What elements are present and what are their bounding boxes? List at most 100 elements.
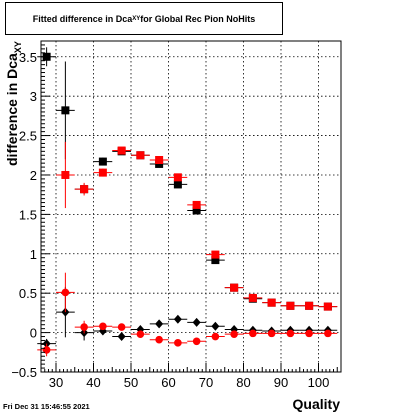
data-point <box>318 302 338 311</box>
x-tick-label: 50 <box>124 375 138 390</box>
y-tick-label: 2.5 <box>19 129 37 144</box>
data-point <box>224 283 244 292</box>
data-point <box>168 339 188 347</box>
x-axis-label: Quality <box>292 396 340 412</box>
data-marks <box>37 47 338 357</box>
data-point <box>93 168 113 177</box>
square-marker <box>155 156 164 165</box>
circle-marker <box>174 339 182 347</box>
circle-marker <box>230 330 238 338</box>
data-point <box>168 180 188 189</box>
data-point <box>299 301 319 310</box>
y-axis-label: difference in DcaXY <box>4 41 23 166</box>
diamond-marker <box>211 321 220 331</box>
circle-marker <box>324 329 332 338</box>
data-point <box>131 330 150 338</box>
y-tick-label: 0 <box>30 326 37 341</box>
x-tick-label: 70 <box>199 375 213 390</box>
circle-marker <box>136 330 145 338</box>
diamond-marker <box>155 319 164 329</box>
square-marker <box>305 301 314 310</box>
circle-marker <box>61 288 70 297</box>
chart-title: Fitted difference in Dca XY for Global Re… <box>5 2 283 35</box>
data-point <box>168 173 188 182</box>
square-marker <box>267 298 276 307</box>
square-marker <box>192 200 201 209</box>
timestamp-footer: Fri Dec 31 15:46:55 2021 <box>3 402 90 411</box>
x-tick-label: 40 <box>86 375 100 390</box>
circle-marker <box>305 329 313 338</box>
square-marker <box>61 170 70 179</box>
data-point <box>149 335 169 344</box>
y-tick-label: 1.5 <box>19 207 37 222</box>
data-point <box>56 141 75 209</box>
y-tick-label: −0.5 <box>11 365 37 380</box>
y-tick-label: 3.5 <box>19 50 37 65</box>
y-axis-label-main: difference in Dca <box>4 53 20 166</box>
data-point <box>187 200 206 209</box>
axes: 30 40 50 60 70 80 90 100 −0.5 0 0.5 1 1.5 2 2.5 3 3.5 <box>11 40 342 390</box>
square-marker <box>98 168 107 177</box>
square-marker <box>323 302 332 311</box>
x-tick-label: 60 <box>161 375 175 390</box>
y-tick-label: 1 <box>30 247 37 262</box>
data-point <box>56 272 75 313</box>
data-point <box>318 329 338 338</box>
circle-marker <box>249 329 257 338</box>
square-marker <box>211 256 220 265</box>
data-point <box>262 329 281 338</box>
data-point <box>243 329 263 338</box>
data-point <box>262 298 281 307</box>
circle-marker <box>192 337 201 346</box>
y-tick-label: 0.5 <box>19 286 37 301</box>
square-marker <box>173 173 182 182</box>
square-marker <box>192 206 201 215</box>
circle-marker <box>211 332 220 341</box>
data-point <box>206 250 225 259</box>
data-point <box>112 323 131 331</box>
square-marker <box>230 283 239 292</box>
data-point <box>74 182 94 196</box>
data-point <box>243 293 263 302</box>
data-point <box>281 301 300 310</box>
data-point <box>93 322 113 331</box>
title-prefix: Fitted difference in Dca <box>32 13 133 24</box>
data-point <box>281 329 300 338</box>
x-tick-label: 100 <box>308 375 330 390</box>
square-marker <box>286 301 295 310</box>
data-point <box>112 332 131 342</box>
title-subscript: XY <box>132 15 141 22</box>
circle-marker <box>80 323 88 331</box>
square-marker <box>61 106 70 115</box>
data-point <box>149 319 169 329</box>
square-marker <box>173 180 182 189</box>
y-tick-label: 2 <box>30 168 37 183</box>
data-point <box>224 330 244 338</box>
diamond-marker <box>192 317 201 327</box>
circle-marker <box>155 335 163 344</box>
x-tick-label: 90 <box>274 375 288 390</box>
grid-lines <box>41 41 341 373</box>
data-point <box>187 317 206 327</box>
data-point <box>93 157 113 166</box>
data-point <box>131 151 150 160</box>
circle-marker <box>117 323 126 331</box>
y-tick-label: 3 <box>30 89 37 104</box>
data-point <box>206 332 225 341</box>
diamond-marker <box>117 332 126 342</box>
data-point <box>187 337 206 346</box>
data-point <box>149 156 169 165</box>
data-point <box>112 146 131 155</box>
data-point <box>74 320 94 334</box>
circle-marker <box>99 322 107 331</box>
data-point <box>299 329 319 338</box>
data-point <box>37 343 56 357</box>
circle-marker <box>267 329 276 338</box>
y-axis-label-subscript: XY <box>12 41 23 54</box>
square-marker <box>248 293 257 302</box>
square-marker <box>117 146 126 155</box>
data-point <box>168 314 188 324</box>
square-marker <box>98 157 107 166</box>
square-marker <box>80 185 89 194</box>
